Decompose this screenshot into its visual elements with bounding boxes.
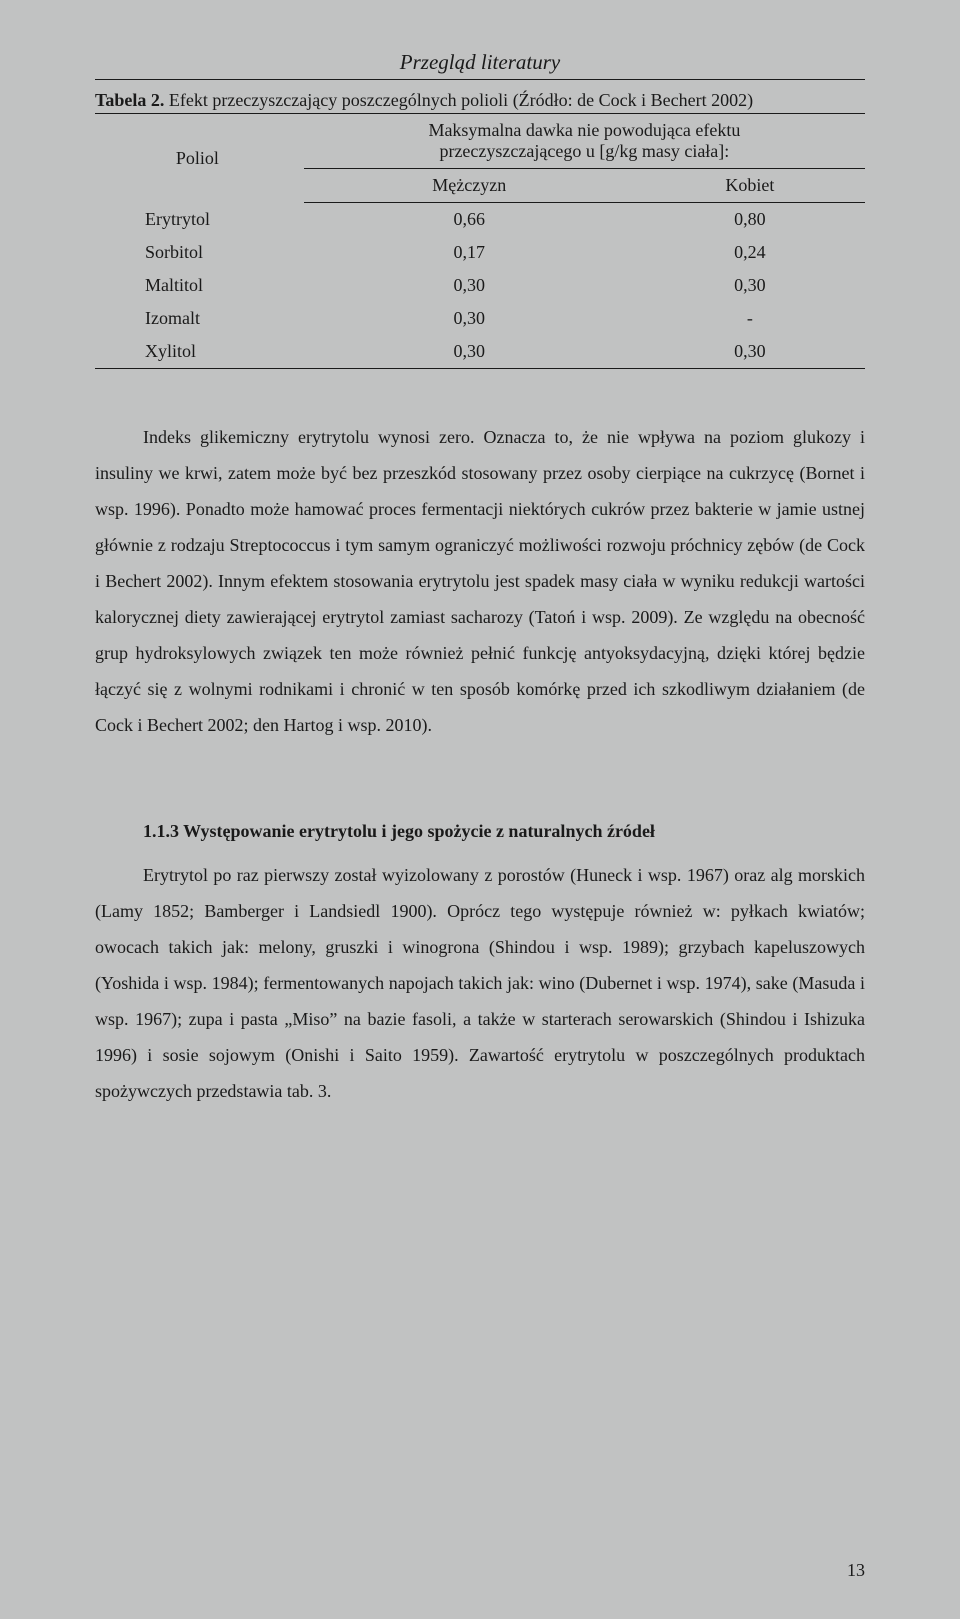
page-number: 13 — [847, 1560, 865, 1581]
cell-m: 0,30 — [304, 269, 635, 302]
cell-name: Maltitol — [95, 269, 304, 302]
polyol-table: Poliol Maksymalna dawka nie powodująca e… — [95, 113, 865, 369]
table-caption-text: Efekt przeczyszczający poszczególnych po… — [164, 90, 753, 110]
subheader-m: Mężczyzn — [304, 169, 635, 203]
col-header-desc: Maksymalna dawka nie powodująca efektu p… — [304, 114, 865, 169]
table-header-row: Poliol Maksymalna dawka nie powodująca e… — [95, 114, 865, 169]
cell-k: 0,30 — [635, 269, 865, 302]
cell-name: Erytrytol — [95, 203, 304, 237]
cell-name: Xylitol — [95, 335, 304, 369]
paragraph-1: Indeks glikemiczny erytrytolu wynosi zer… — [95, 419, 865, 743]
body-text: Indeks glikemiczny erytrytolu wynosi zer… — [95, 419, 865, 1109]
table-row: Maltitol 0,30 0,30 — [95, 269, 865, 302]
table-caption: Tabela 2. Efekt przeczyszczający poszcze… — [95, 90, 865, 111]
cell-name: Izomalt — [95, 302, 304, 335]
table-row: Sorbitol 0,17 0,24 — [95, 236, 865, 269]
table-row: Xylitol 0,30 0,30 — [95, 335, 865, 369]
table-row: Izomalt 0,30 - — [95, 302, 865, 335]
header-rule — [95, 79, 865, 80]
cell-k: 0,30 — [635, 335, 865, 369]
cell-k: - — [635, 302, 865, 335]
table-caption-label: Tabela 2. — [95, 90, 164, 110]
running-header: Przegląd literatury — [95, 50, 865, 75]
document-page: Przegląd literatury Tabela 2. Efekt prze… — [0, 0, 960, 1619]
section-title: 1.1.3 Występowanie erytrytolu i jego spo… — [95, 813, 865, 849]
cell-m: 0,30 — [304, 335, 635, 369]
col-header-desc-line2: przeczyszczającego u [g/kg masy ciała]: — [308, 141, 861, 162]
col-header-desc-line1: Maksymalna dawka nie powodująca efektu — [308, 120, 861, 141]
table-row: Erytrytol 0,66 0,80 — [95, 203, 865, 237]
cell-m: 0,66 — [304, 203, 635, 237]
subheader-k: Kobiet — [635, 169, 865, 203]
cell-k: 0,24 — [635, 236, 865, 269]
cell-m: 0,30 — [304, 302, 635, 335]
cell-name: Sorbitol — [95, 236, 304, 269]
cell-m: 0,17 — [304, 236, 635, 269]
col-header-poliol: Poliol — [95, 114, 304, 203]
paragraph-2: Erytrytol po raz pierwszy został wyizolo… — [95, 857, 865, 1109]
cell-k: 0,80 — [635, 203, 865, 237]
